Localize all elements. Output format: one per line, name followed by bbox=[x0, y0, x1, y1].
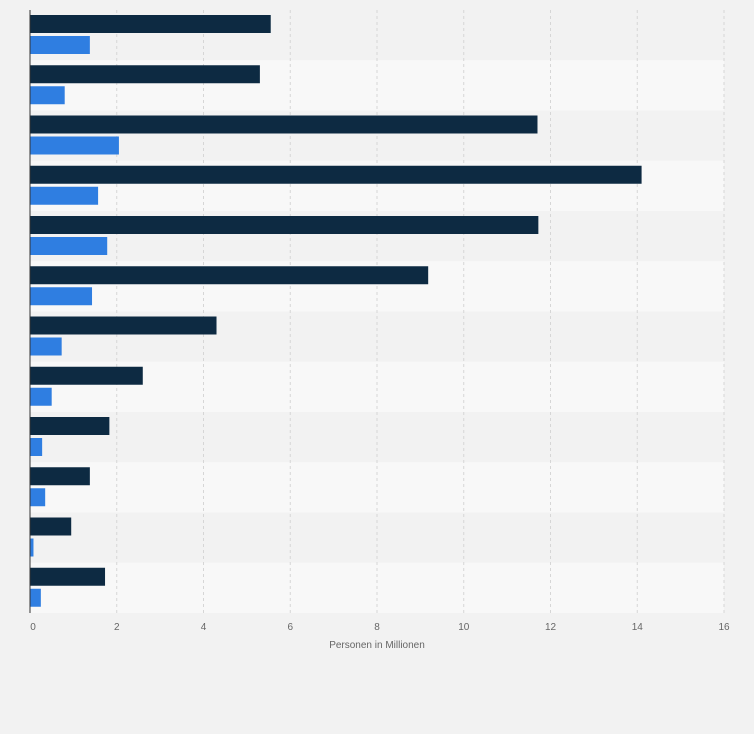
x-axis-label: Personen in Millionen bbox=[329, 640, 425, 651]
bar-series-1 bbox=[30, 467, 90, 486]
bar-series-1 bbox=[30, 366, 143, 385]
bar-series-2 bbox=[30, 337, 62, 356]
bar-series-1 bbox=[30, 417, 110, 435]
gridlines bbox=[116, 10, 725, 613]
bar-series-1 bbox=[30, 316, 217, 335]
bar-series-2 bbox=[30, 186, 99, 205]
bar-series-1 bbox=[30, 115, 538, 134]
x-tick-label: 4 bbox=[201, 622, 207, 633]
bar-series-2 bbox=[30, 237, 108, 255]
bar-series-2 bbox=[30, 538, 34, 557]
bar-series-2 bbox=[30, 36, 90, 54]
x-tick-label: 12 bbox=[545, 622, 557, 633]
x-tick-label: 8 bbox=[374, 622, 380, 633]
bar-series-1 bbox=[30, 165, 642, 184]
bar-series-2 bbox=[30, 136, 119, 155]
bar-series-1 bbox=[30, 266, 429, 285]
bar-series-2 bbox=[30, 438, 43, 456]
x-tick-labels: 0 2 4 6 8 10 12 14 16 bbox=[30, 622, 730, 633]
x-tick-label: 14 bbox=[632, 622, 644, 633]
bar-series-2 bbox=[30, 387, 52, 406]
bars bbox=[30, 15, 642, 607]
x-tick-label: 10 bbox=[458, 622, 470, 633]
bar-series-2 bbox=[30, 488, 46, 507]
bar-series-1 bbox=[30, 65, 260, 84]
x-tick-label: 6 bbox=[287, 622, 293, 633]
x-tick-label: 16 bbox=[718, 622, 730, 633]
bar-series-2 bbox=[30, 86, 65, 105]
bar-series-1 bbox=[30, 15, 271, 33]
x-tick-label: 2 bbox=[114, 622, 120, 633]
x-tick-label: 0 bbox=[30, 622, 36, 633]
bar-series-1 bbox=[30, 517, 72, 536]
bar-series-2 bbox=[30, 588, 41, 607]
bar-series-1 bbox=[30, 567, 106, 586]
bar-series-2 bbox=[30, 287, 93, 306]
bar-series-1 bbox=[30, 216, 539, 234]
